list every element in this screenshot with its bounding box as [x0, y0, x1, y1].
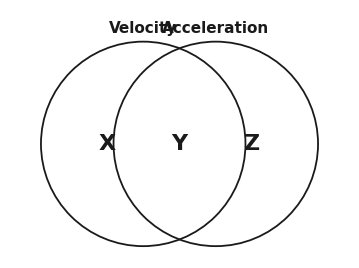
Text: X: X	[98, 134, 116, 154]
Text: Velocity: Velocity	[109, 21, 177, 36]
Text: Z: Z	[244, 134, 260, 154]
Text: Acceleration: Acceleration	[162, 21, 269, 36]
Text: Y: Y	[172, 134, 187, 154]
